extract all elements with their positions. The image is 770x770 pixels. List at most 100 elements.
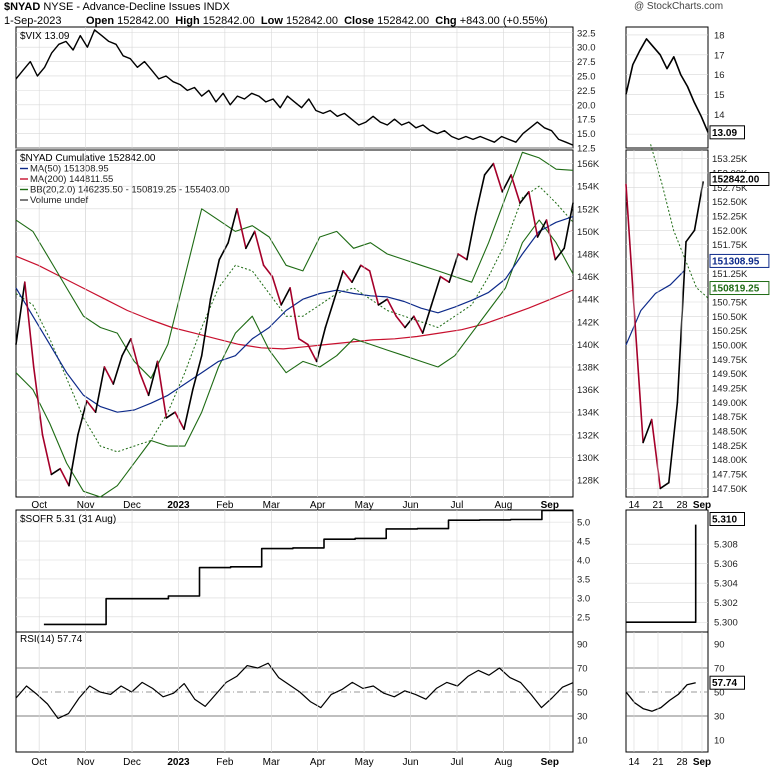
- nyad-legend-3: BB(20,2.0) 146235.50 - 150819.25 - 15540…: [30, 185, 230, 196]
- nyad_zoom-x-tick-0: 14: [628, 500, 640, 511]
- nyad-y-tick-5: 138K: [577, 363, 600, 374]
- sofr_zoom-frame: [625, 509, 709, 633]
- nyad-line-seg-4: [41, 433, 53, 476]
- nyad-line-seg-44: [395, 315, 406, 329]
- nyad-x-tick-6: Apr: [310, 500, 326, 511]
- nyad-line-seg-33: [298, 337, 309, 346]
- sofr_zoom-y-tick-0: 5.300: [714, 618, 738, 629]
- nyad-x-tick-2: Dec: [123, 500, 141, 511]
- nyad_zoom-y-tick-8: 149.50K: [712, 369, 748, 380]
- rsi-x-tick-11: Sep: [541, 757, 559, 768]
- nyad-zoom-line-seg-3: [642, 418, 653, 444]
- nyad-line-seg-29: [262, 264, 274, 278]
- nyad-zoom-line-seg-6: [667, 401, 679, 484]
- nyad-y-tick-10: 148K: [577, 249, 600, 260]
- nyad-y-tick-1: 130K: [577, 453, 600, 464]
- sofr-y-tick-5: 5.0: [577, 518, 590, 529]
- nyad-zoom-bb-middle: [650, 144, 709, 299]
- nyad-line-seg-49: [439, 275, 451, 284]
- nyad-line-seg-13: [121, 337, 132, 357]
- sofr-zoom-line: [626, 524, 697, 623]
- chg-value: +843.00 (+0.55%): [459, 15, 548, 27]
- nyad_zoom-y-tick-20: 152.50K: [712, 197, 748, 208]
- nyad-x-tick-4: Feb: [216, 500, 234, 511]
- rsi_zoom-y-tick-1: 30: [714, 712, 725, 723]
- nyad-zoom-line-seg-5: [659, 481, 670, 490]
- nyad-line-seg-12: [112, 354, 123, 385]
- rsi-x-tick-4: Feb: [216, 757, 234, 768]
- vix-frame: [15, 26, 574, 149]
- nyad-line-seg-9: [85, 400, 97, 414]
- sofr-last-value: 5.310: [712, 515, 737, 526]
- bb-upper-line: [15, 151, 574, 379]
- nyad-zoom-line-seg-1: [625, 183, 636, 318]
- nyad_zoom-y-tick-1: 147.75K: [712, 470, 748, 481]
- nyad-frame: [15, 149, 574, 498]
- nyad-line-seg-17: [156, 360, 168, 419]
- nyad-y-tick-9: 146K: [577, 272, 600, 283]
- nyad-line-seg-19: [174, 411, 185, 431]
- nyad-line-seg-63: [563, 202, 574, 250]
- nyad-y-tick-0: 128K: [577, 476, 600, 487]
- symbol-name: NYSE - Advance-Decline Issues: [43, 1, 201, 13]
- nyad-line-seg-30: [271, 275, 283, 306]
- vix-y-tick-7: 30.0: [577, 43, 596, 54]
- nyad-y-tick-13: 154K: [577, 182, 600, 193]
- symbol: $NYAD: [4, 1, 41, 13]
- nyad-line-seg-28: [253, 230, 265, 267]
- nyad_zoom-x-tick-2: 28: [676, 500, 688, 511]
- low-value: 152842.00: [285, 15, 338, 27]
- vix-y-tick-2: 17.5: [577, 115, 596, 126]
- rsi-x-tick-8: Jun: [402, 757, 418, 768]
- rsi_zoom-x-tick-2: 28: [676, 757, 688, 768]
- nyad-line-seg-18: [165, 411, 176, 419]
- nyad-zoom-line-seg-9: [693, 181, 704, 232]
- rsi-x-tick-3: 2023: [167, 757, 190, 768]
- nyad_zoom-y-tick-4: 148.50K: [712, 427, 748, 438]
- vix-line: [15, 29, 574, 146]
- vix-zoom-line: [625, 38, 709, 133]
- nyad-x-tick-9: Jul: [451, 500, 464, 511]
- high-label: High: [175, 15, 200, 27]
- nyad-y-tick-3: 134K: [577, 408, 600, 419]
- nyad-line-seg-24: [218, 241, 229, 261]
- rsi_zoom-y-tick-4: 90: [714, 640, 725, 651]
- rsi_zoom-x-tick-3: Sep: [693, 757, 711, 768]
- nyad-line-seg-36: [324, 298, 336, 329]
- sofr-y-tick-2: 3.5: [577, 574, 590, 585]
- nyad-legend-0: $NYAD Cumulative 152842.00: [20, 153, 156, 164]
- nyad-line-seg-23: [209, 258, 221, 301]
- nyad-line-seg-31: [280, 287, 291, 306]
- vix_zoom-y-tick-3: 16: [714, 70, 725, 81]
- nyad_zoom-y-tick-18: 152.00K: [712, 226, 748, 237]
- nyad-line-seg-32: [289, 287, 300, 340]
- nyad-y-tick-12: 152K: [577, 204, 600, 215]
- nyad_zoom-y-tick-11: 150.25K: [712, 326, 748, 337]
- nyad-x-tick-5: Mar: [263, 500, 281, 511]
- nyad_zoom-y-tick-13: 150.75K: [712, 297, 748, 308]
- rsi-x-tick-0: Oct: [31, 757, 47, 768]
- ma50-line: [15, 216, 574, 413]
- vix-last-value-box: [709, 125, 745, 140]
- nyad-zoom-box-bb-box: [709, 281, 770, 296]
- nyad-line-seg-42: [377, 298, 389, 306]
- nyad-line-seg-3: [32, 366, 44, 436]
- nyad-line-seg-14: [130, 337, 141, 374]
- nyad-line-seg-21: [192, 354, 203, 391]
- nyad-line-seg-50: [448, 253, 459, 284]
- rsi_zoom-y-tick-0: 10: [714, 736, 725, 747]
- sofr-frame: [15, 509, 574, 633]
- nyad-line-seg-57: [510, 174, 521, 204]
- nyad-line-seg-20: [183, 388, 194, 431]
- nyad-line-seg-54: [483, 162, 495, 176]
- nyad-line-seg-41: [368, 270, 380, 306]
- nyad-line-seg-40: [359, 264, 371, 272]
- nyad-x-tick-0: Oct: [31, 500, 47, 511]
- nyad_zoom-y-tick-15: 151.25K: [712, 269, 748, 280]
- nyad-line-seg-39: [351, 264, 362, 284]
- sofr-line: [43, 509, 573, 626]
- nyad-line-seg-11: [103, 366, 115, 385]
- nyad-line-seg-58: [519, 191, 530, 204]
- nyad-line-seg-37: [333, 270, 344, 301]
- exchange: INDX: [203, 1, 230, 13]
